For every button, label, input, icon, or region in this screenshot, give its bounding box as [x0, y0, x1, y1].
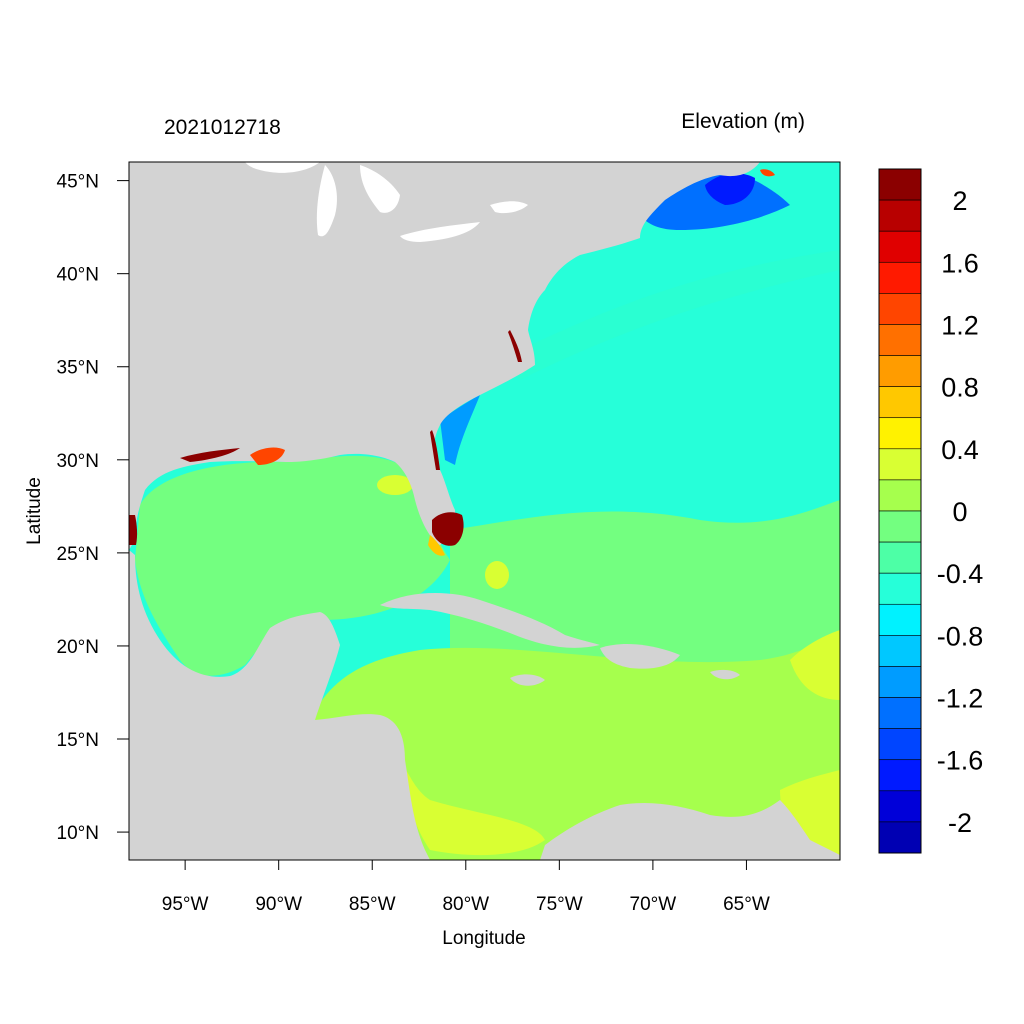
- x-tick-label: 85°W: [349, 894, 396, 915]
- colorbar-label: 0: [952, 497, 967, 527]
- colorbar-swatch: [878, 324, 922, 356]
- x-tick-label: 90°W: [255, 894, 302, 915]
- y-tick-label: 15°N: [57, 730, 99, 751]
- atlantic-shelf-band: [500, 250, 840, 380]
- central-america-coast-positive: [400, 760, 545, 856]
- louisiana-coast-dark: [180, 448, 240, 462]
- us-east-coast-surge-1: [430, 430, 440, 470]
- y-axis-ticks: 45°N 40°N 35°N 30°N 25°N 20°N 15°N 10°N: [57, 172, 129, 844]
- x-axis-ticks: 95°W 90°W 85°W 80°W 75°W 70°W 65°W: [162, 860, 770, 915]
- y-axis-label: Latitude: [24, 477, 45, 545]
- colorbar-swatch: [878, 759, 922, 792]
- y-tick-label: 40°N: [57, 265, 99, 286]
- south-florida-yellow-fringe: [428, 535, 445, 556]
- texas-coast-surge: [129, 515, 138, 545]
- y-tick-label: 45°N: [57, 172, 99, 193]
- hispaniola-land: [600, 644, 680, 669]
- y-tick-label: 20°N: [57, 637, 99, 658]
- colorbar-swatch: [878, 666, 922, 698]
- land-areas: [129, 162, 840, 860]
- great-lakes: [245, 162, 528, 242]
- south-america-land: [540, 800, 840, 860]
- y-tick-label: 25°N: [57, 544, 99, 565]
- puerto-rico-land: [710, 669, 740, 680]
- lesser-antilles-positive: [790, 630, 840, 700]
- colorbar-labels: 2 1.6 1.2 0.8 0.4 0 -0.4 -0.8 -1.2 -1.6 -2: [937, 186, 984, 838]
- colorbar-swatch: [878, 230, 922, 263]
- colorbar-swatch: [878, 635, 922, 667]
- north-america-land: [129, 162, 760, 550]
- colorbar-swatch: [878, 417, 922, 450]
- y-tick-label: 10°N: [57, 823, 99, 844]
- gulf-coast-positive-1: [377, 475, 413, 495]
- colorbar-swatch: [878, 293, 922, 325]
- colorbar-swatch: [878, 790, 922, 823]
- colorbar-swatch: [878, 355, 922, 387]
- colorbar-label: 0.4: [941, 435, 979, 465]
- louisiana-coast-surge: [250, 447, 285, 465]
- x-tick-label: 95°W: [162, 894, 209, 915]
- bahamas-positive: [485, 561, 509, 589]
- colorbar-swatch: [878, 168, 922, 201]
- colorbar-frame: [878, 168, 922, 854]
- colorbar-swatch: [878, 261, 922, 294]
- colorbar-swatch: [878, 603, 922, 636]
- lake-huron: [360, 165, 400, 213]
- mexico-central-america-land: [129, 550, 430, 860]
- south-florida-high-surge: [432, 512, 464, 546]
- us-east-coast-surge-2: [508, 330, 522, 362]
- colorbar-swatch: [878, 728, 922, 761]
- colorbar-label: -1.6: [937, 746, 984, 776]
- x-tick-label: 80°W: [442, 894, 489, 915]
- colorbar-label: 2: [952, 186, 967, 216]
- timestamp-label: 2021012718: [164, 116, 281, 139]
- colorbar-label: 1.6: [941, 248, 979, 278]
- x-tick-label: 70°W: [630, 894, 677, 915]
- colorbar-swatch: [878, 479, 922, 512]
- colorbar-label: 1.2: [941, 310, 979, 340]
- colorbar-swatch: [878, 821, 922, 854]
- gulf-of-mexico: [135, 455, 450, 676]
- colorbar: [878, 168, 922, 854]
- lake-ontario: [490, 201, 528, 214]
- lake-michigan: [316, 165, 337, 237]
- x-tick-label: 65°W: [723, 894, 770, 915]
- y-tick-label: 35°N: [57, 358, 99, 379]
- lake-superior: [245, 162, 320, 173]
- colorbar-swatch: [878, 199, 922, 232]
- florida-east-coast-low: [440, 395, 480, 465]
- x-tick-label: 75°W: [536, 894, 583, 915]
- nova-scotia-surge: [760, 169, 775, 177]
- colorbar-swatch: [878, 697, 922, 729]
- y-tick-label: 30°N: [57, 451, 99, 472]
- colorbar-label: -0.4: [937, 559, 984, 589]
- colorbar-label: 0.8: [941, 373, 979, 403]
- gulf-of-maine-lowest: [705, 173, 755, 205]
- colorbar-swatch: [878, 448, 922, 481]
- colorbar-swatch: [878, 572, 922, 605]
- colorbar-swatch: [878, 541, 922, 574]
- colorbar-label: -2: [948, 808, 972, 838]
- cuba-land: [380, 593, 600, 648]
- lake-erie: [400, 222, 480, 242]
- colorbar-swatch: [878, 510, 922, 543]
- map-frame: [128, 161, 841, 861]
- caribbean-sea: [310, 630, 840, 860]
- colorbar-label: -1.2: [937, 684, 984, 714]
- jamaica-land: [510, 674, 545, 686]
- colorbar-label: -0.8: [937, 621, 984, 651]
- map-panel: [129, 162, 840, 860]
- variable-title: Elevation (m): [681, 110, 805, 133]
- x-axis-label: Longitude: [442, 928, 525, 949]
- colorbar-swatch: [878, 386, 922, 419]
